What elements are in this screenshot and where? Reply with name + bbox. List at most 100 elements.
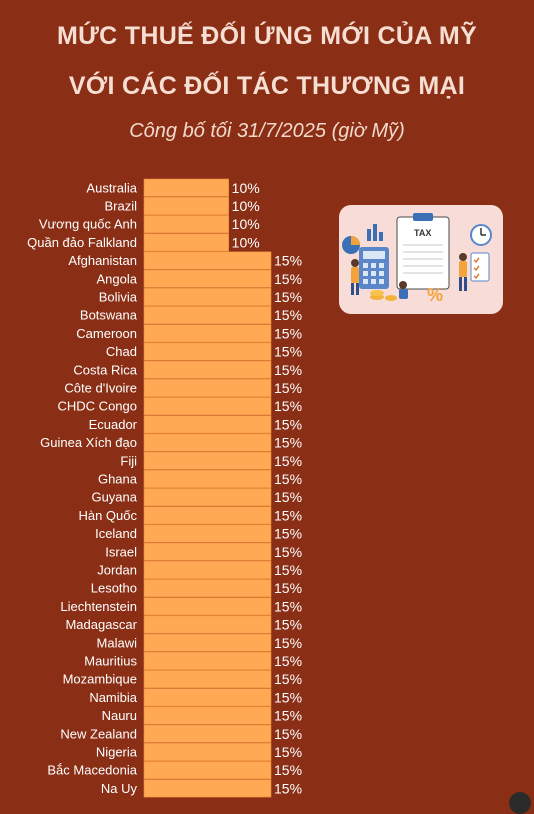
category-label: Cameroon — [76, 326, 137, 341]
category-label: Guinea Xích đạo — [40, 435, 137, 450]
bar — [143, 433, 272, 452]
bar — [143, 287, 272, 307]
value-label: 15% — [274, 362, 302, 378]
bar — [143, 397, 272, 416]
category-label: Angola — [97, 271, 138, 286]
value-label: 15% — [274, 253, 302, 269]
bar — [143, 233, 229, 252]
category-label: Lesotho — [91, 581, 137, 596]
value-label: 15% — [274, 598, 302, 614]
category-label: Bolivia — [99, 289, 138, 304]
value-label: 15% — [274, 526, 302, 542]
value-label: 15% — [274, 780, 302, 796]
title-line-1: MỨC THUẾ ĐỐI ỨNG MỚI CỦA MỸ — [57, 22, 477, 50]
value-label: 15% — [274, 617, 302, 633]
category-label: Fiji — [120, 453, 137, 468]
bar — [143, 196, 229, 215]
category-label: Costa Rica — [73, 362, 137, 377]
category-label: Bắc Macedonia — [47, 763, 137, 778]
value-label: 10% — [232, 198, 260, 214]
value-label: 15% — [274, 380, 302, 396]
category-label: Nauru — [102, 708, 137, 723]
value-label: 15% — [274, 325, 302, 341]
tax-text: TAX — [414, 228, 431, 238]
category-label: Côte d'Ivoire — [64, 380, 137, 395]
bar — [143, 215, 229, 234]
value-label: 15% — [274, 762, 302, 778]
value-label: 15% — [274, 271, 302, 287]
bar — [143, 324, 272, 343]
bar — [143, 560, 272, 580]
category-label: Brazil — [104, 198, 137, 213]
category-label: Ecuador — [89, 417, 138, 432]
bar — [143, 597, 272, 616]
value-label: 15% — [274, 453, 302, 469]
value-label: 15% — [274, 708, 302, 724]
value-label: 15% — [274, 671, 302, 687]
category-label: Australia — [86, 180, 137, 195]
bar — [143, 506, 272, 525]
value-label: 15% — [274, 744, 302, 760]
category-label: Jordan — [97, 562, 137, 577]
bar — [143, 451, 272, 470]
category-label: Liechtenstein — [60, 599, 137, 614]
value-label: 10% — [232, 180, 260, 196]
value-label: 15% — [274, 435, 302, 451]
bar — [143, 742, 272, 762]
value-label: 15% — [274, 307, 302, 323]
bar — [143, 488, 272, 507]
bar — [143, 378, 272, 398]
category-label: Iceland — [95, 526, 137, 541]
bar — [143, 542, 272, 561]
category-label: Israel — [105, 544, 137, 559]
bar — [143, 415, 272, 434]
bar — [143, 633, 272, 652]
category-label: Vương quốc Anh — [39, 217, 137, 232]
category-label: Namibia — [89, 690, 137, 705]
bar — [143, 178, 229, 197]
title-line-2: VỚI CÁC ĐỐI TÁC THƯƠNG MẠI — [68, 72, 466, 100]
bar — [143, 306, 272, 325]
bar — [143, 269, 272, 288]
value-label: 15% — [274, 653, 302, 669]
bar — [143, 469, 272, 489]
value-label: 15% — [274, 416, 302, 432]
category-label: Mauritius — [84, 653, 137, 668]
bar — [143, 651, 272, 671]
bar — [143, 779, 272, 798]
tax-illustration: TAX % — [339, 205, 503, 314]
tax-document-icon: TAX % — [342, 213, 492, 305]
category-label: CHDC Congo — [58, 399, 137, 414]
value-label: 15% — [274, 544, 302, 560]
value-label: 15% — [274, 562, 302, 578]
bar — [143, 342, 272, 361]
category-label: Afghanistan — [68, 253, 137, 268]
svg-text:%: % — [427, 285, 443, 305]
value-label: 15% — [274, 489, 302, 505]
bar — [143, 688, 272, 707]
bar — [143, 251, 272, 270]
value-label: 15% — [274, 398, 302, 414]
value-label: 10% — [232, 234, 260, 250]
value-label: 10% — [232, 216, 260, 232]
value-label: 15% — [274, 344, 302, 360]
bar — [143, 670, 272, 689]
category-label: Nigeria — [96, 744, 138, 759]
subtitle: Công bố tối 31/7/2025 (giờ Mỹ) — [129, 120, 405, 142]
category-label: Chad — [106, 344, 137, 359]
bar — [143, 579, 272, 598]
category-label: Guyana — [91, 490, 137, 505]
category-label: Na Uy — [101, 781, 138, 796]
bar — [143, 524, 272, 543]
bar — [143, 360, 272, 379]
value-label: 15% — [274, 289, 302, 305]
value-label: 15% — [274, 635, 302, 651]
bar — [143, 761, 272, 780]
category-label: New Zealand — [60, 726, 137, 741]
bar — [143, 706, 272, 725]
category-label: Ghana — [98, 471, 138, 486]
category-label: Madagascar — [65, 617, 137, 632]
value-label: 15% — [274, 471, 302, 487]
floating-action-button[interactable] — [509, 792, 531, 814]
